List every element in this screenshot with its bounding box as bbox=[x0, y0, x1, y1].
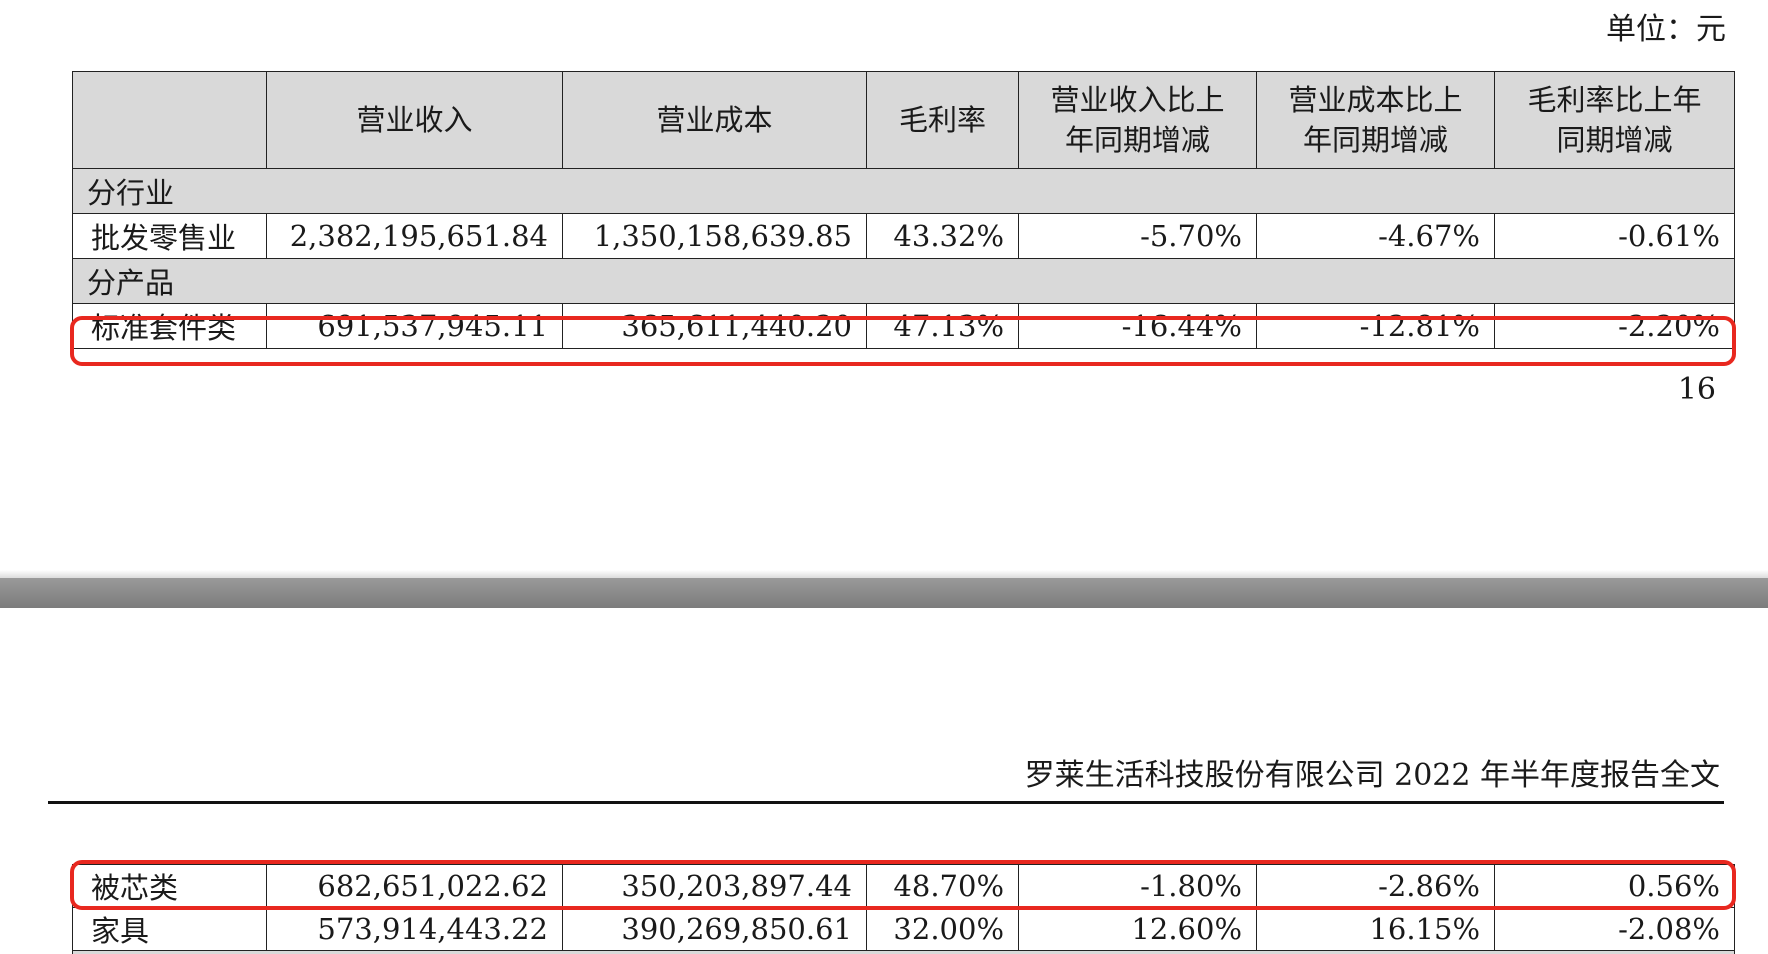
revenue-yoy-cell: 12.60% bbox=[1018, 907, 1257, 951]
revenue-table-continued: 被芯类 682,651,022.62 350,203,897.44 48.70%… bbox=[72, 864, 1735, 954]
partial-row-cell bbox=[72, 950, 1735, 954]
header-margin-yoy: 毛利率比上年 同期增减 bbox=[1494, 71, 1735, 169]
page-break bbox=[0, 578, 1768, 608]
section-row-industry: 分行业 bbox=[72, 168, 1735, 214]
header-gross-margin: 毛利率 bbox=[866, 71, 1019, 169]
row-label: 批发零售业 bbox=[72, 213, 267, 259]
revenue-cell: 691,537,945.11 bbox=[266, 303, 563, 349]
margin-cell: 47.13% bbox=[866, 303, 1019, 349]
highlight-box-core-products bbox=[70, 860, 1736, 910]
margin-yoy-cell: -0.61% bbox=[1494, 213, 1735, 259]
table-row: 家具 573,914,443.22 390,269,850.61 32.00% … bbox=[72, 907, 1735, 951]
section-row-product: 分产品 bbox=[72, 258, 1735, 304]
cost-yoy-cell: 16.15% bbox=[1256, 907, 1495, 951]
page-number: 16 bbox=[1677, 372, 1716, 407]
page-break-shadow bbox=[0, 570, 1768, 578]
margin-yoy-cell: -2.08% bbox=[1494, 907, 1735, 951]
revenue-yoy-cell: -1.80% bbox=[1018, 864, 1257, 908]
header-cost-yoy: 营业成本比上 年同期增减 bbox=[1256, 71, 1495, 169]
margin-cell: 48.70% bbox=[866, 864, 1019, 908]
table-row: 被芯类 682,651,022.62 350,203,897.44 48.70%… bbox=[72, 864, 1735, 908]
header-rule bbox=[48, 801, 1724, 804]
revenue-yoy-cell: -5.70% bbox=[1018, 213, 1257, 259]
margin-cell: 43.32% bbox=[866, 213, 1019, 259]
cost-cell: 1,350,158,639.85 bbox=[562, 213, 867, 259]
margin-yoy-cell: -2.20% bbox=[1494, 303, 1735, 349]
table-header-row: 营业收入 营业成本 毛利率 营业收入比上 年同期增减 营业成本比上 年同期增减 … bbox=[72, 71, 1735, 169]
table-row: 批发零售业 2,382,195,651.84 1,350,158,639.85 … bbox=[72, 213, 1735, 259]
table-row: 标准套件类 691,537,945.11 365,611,440.20 47.1… bbox=[72, 303, 1735, 349]
cost-cell: 390,269,850.61 bbox=[562, 907, 867, 951]
running-header: 罗莱生活科技股份有限公司 2022 年半年度报告全文 bbox=[1024, 758, 1720, 793]
header-revenue-yoy: 营业收入比上 年同期增减 bbox=[1018, 71, 1257, 169]
cost-cell: 365,611,440.20 bbox=[562, 303, 867, 349]
cost-yoy-cell: -12.81% bbox=[1256, 303, 1495, 349]
table-row-partial bbox=[72, 950, 1735, 954]
unit-label: 单位：元 bbox=[1606, 12, 1726, 47]
revenue-cell: 573,914,443.22 bbox=[266, 907, 563, 951]
cost-yoy-cell: -4.67% bbox=[1256, 213, 1495, 259]
revenue-table-top: 营业收入 营业成本 毛利率 营业收入比上 年同期增减 营业成本比上 年同期增减 … bbox=[72, 71, 1735, 349]
header-revenue: 营业收入 bbox=[266, 71, 563, 169]
revenue-cell: 2,382,195,651.84 bbox=[266, 213, 563, 259]
cost-cell: 350,203,897.44 bbox=[562, 864, 867, 908]
row-label: 家具 bbox=[72, 907, 267, 951]
revenue-cell: 682,651,022.62 bbox=[266, 864, 563, 908]
revenue-yoy-cell: -16.44% bbox=[1018, 303, 1257, 349]
section-label: 分行业 bbox=[72, 168, 1735, 214]
section-label: 分产品 bbox=[72, 258, 1735, 304]
highlight-box-standard-kits bbox=[70, 316, 1736, 366]
margin-cell: 32.00% bbox=[866, 907, 1019, 951]
row-label: 被芯类 bbox=[72, 864, 267, 908]
header-cost: 营业成本 bbox=[562, 71, 867, 169]
header-blank bbox=[72, 71, 267, 169]
